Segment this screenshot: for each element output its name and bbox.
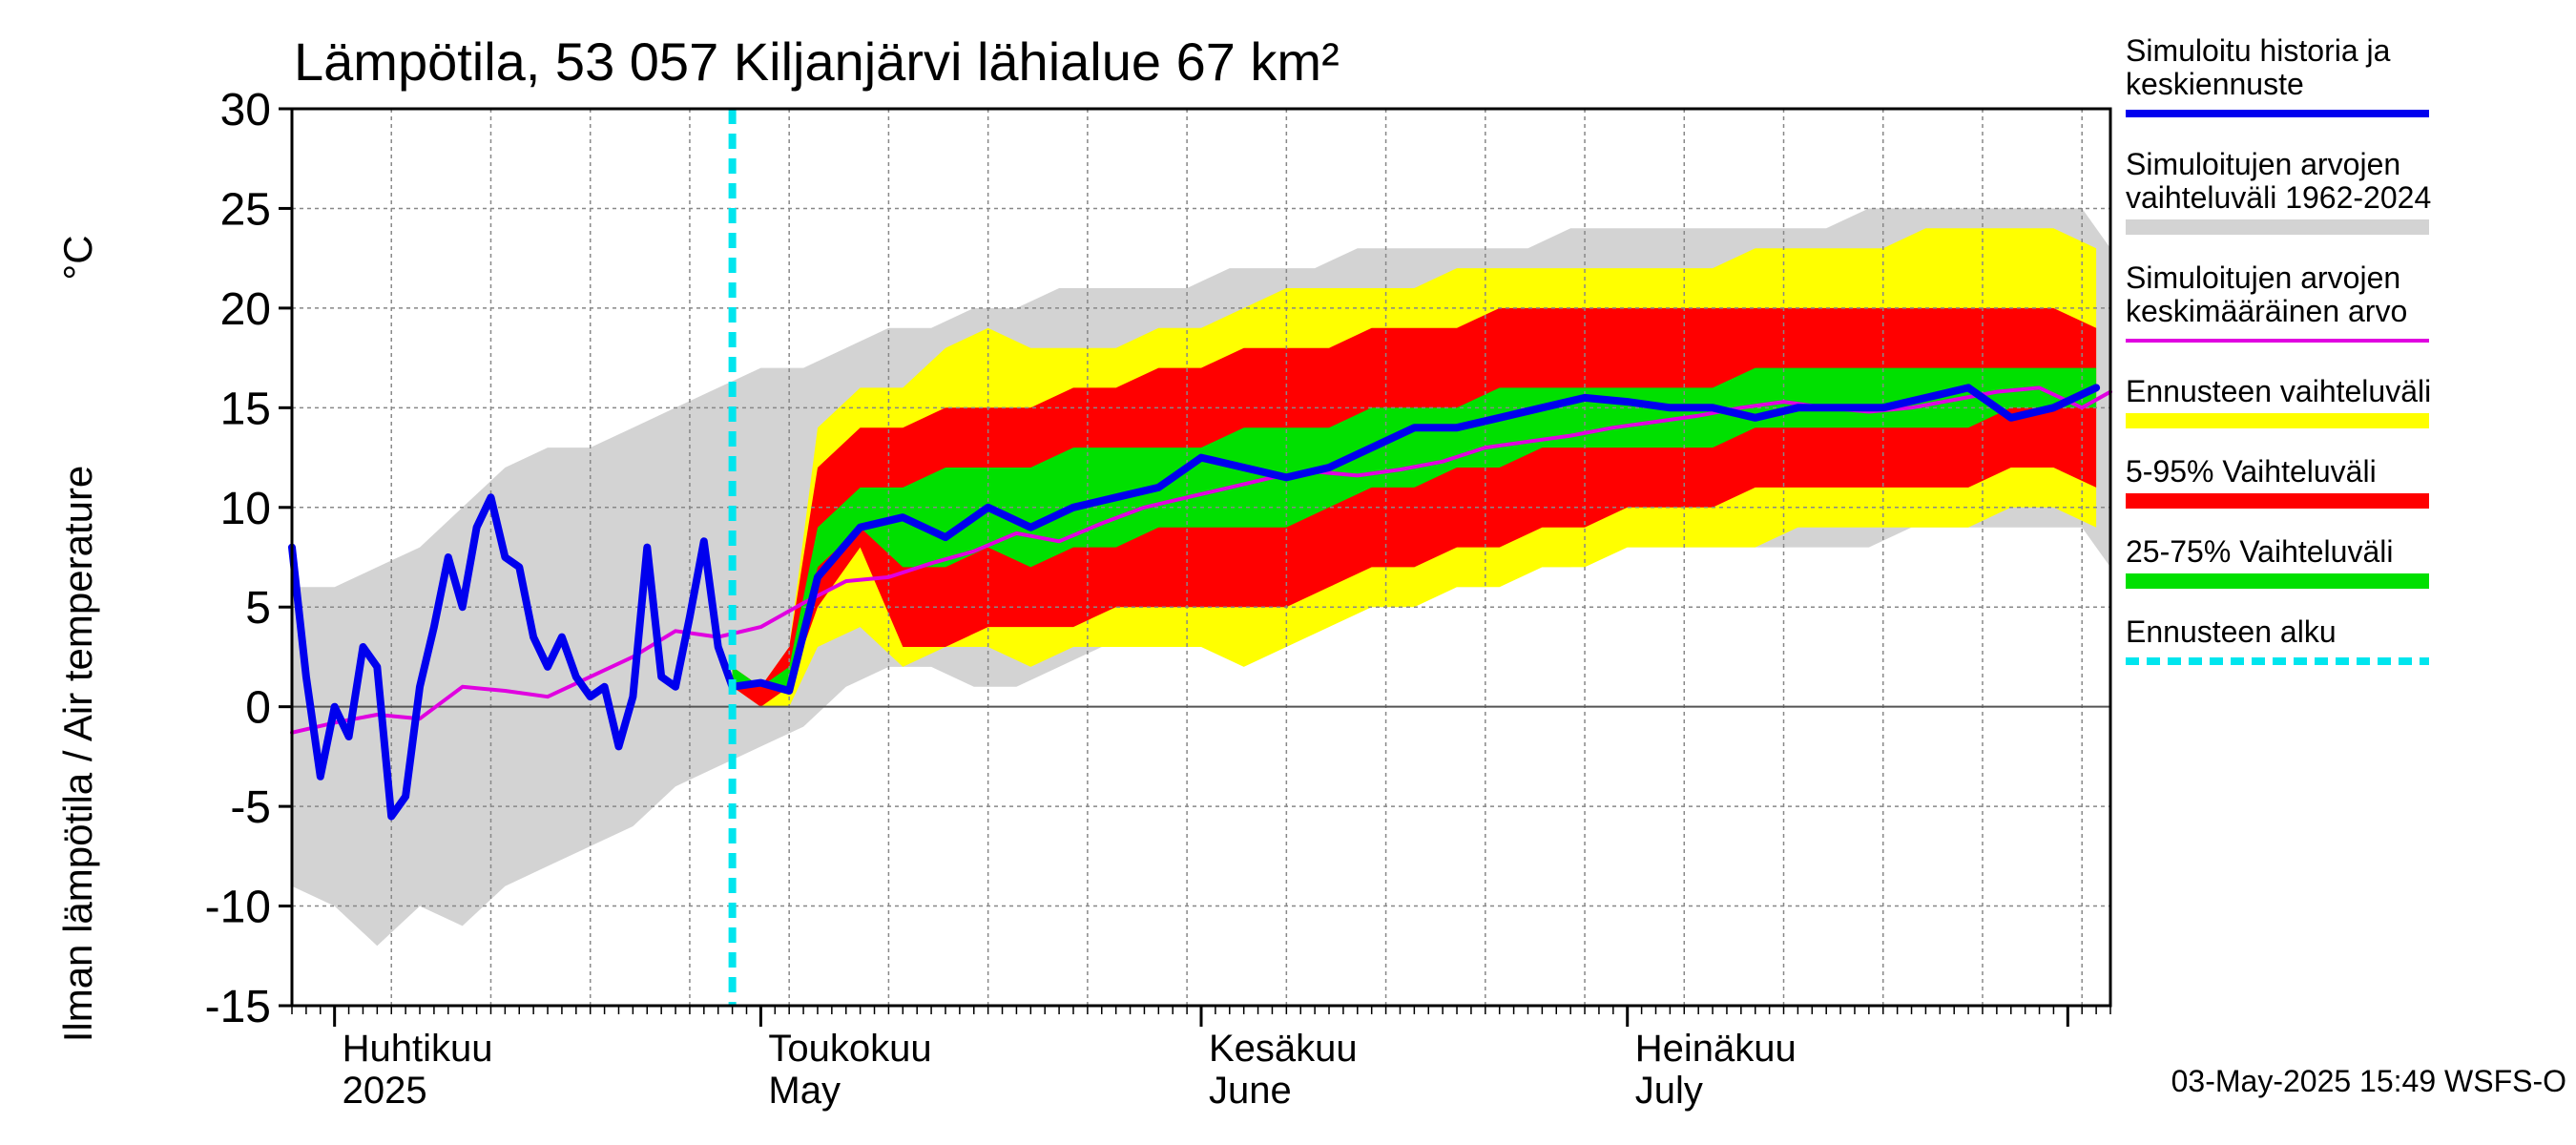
y-tick-label: -5: [230, 782, 271, 833]
x-month-label-secondary: June: [1209, 1070, 1292, 1112]
legend-label: vaihteluväli 1962-2024: [2126, 180, 2431, 215]
legend-label: keskimääräinen arvo: [2126, 294, 2407, 328]
legend-swatch: [2126, 573, 2429, 589]
plot-area: -15-10-5051015202530Huhtikuu2025Toukokuu…: [205, 85, 2112, 1112]
y-tick-label: -15: [205, 982, 271, 1032]
legend-label: Simuloitujen arvojen: [2126, 260, 2400, 295]
legend-label: Ennusteen vaihteluväli: [2126, 374, 2431, 408]
simulated-history-forecast-line: [288, 384, 2101, 821]
x-month-label-secondary: May: [768, 1070, 841, 1112]
legend-label: 5-95% Vaihteluväli: [2126, 454, 2377, 489]
x-month-label: Toukokuu: [768, 1028, 931, 1070]
legend-label: 25-75% Vaihteluväli: [2126, 534, 2393, 569]
y-tick-label: 5: [245, 583, 271, 634]
legend-swatch: [2126, 219, 2429, 235]
legend-label: Simuloitujen arvojen: [2126, 147, 2400, 181]
y-tick-label: 25: [220, 184, 271, 235]
legend-label: Ennusteen alku: [2126, 614, 2337, 649]
y-axis-unit: °C: [55, 235, 100, 280]
legend-swatch: [2126, 493, 2429, 509]
x-month-label: Heinäkuu: [1635, 1028, 1797, 1070]
y-tick-label: 0: [245, 683, 271, 734]
legend-label: keskiennuste: [2126, 67, 2304, 101]
footer-timestamp: 03-May-2025 15:49 WSFS-O: [2171, 1064, 2566, 1098]
legend-swatch: [2126, 413, 2429, 428]
y-tick-label: -10: [205, 883, 271, 933]
y-tick-label: 20: [220, 284, 271, 335]
grid-lines: [292, 109, 2110, 1006]
legend-label: Simuloitu historia ja: [2126, 33, 2391, 68]
chart-title: Lämpötila, 53 057 Kiljanjärvi lähialue 6…: [294, 31, 1340, 92]
x-month-label: Huhtikuu: [343, 1028, 493, 1070]
x-month-label: Kesäkuu: [1209, 1028, 1358, 1070]
forecast-25-75-band: [732, 367, 2097, 687]
x-month-label-secondary: July: [1635, 1070, 1703, 1112]
y-axis-label: Ilman lämpötila / Air temperature: [55, 466, 100, 1043]
x-month-label-secondary: 2025: [343, 1070, 427, 1112]
y-tick-label: 10: [220, 484, 271, 534]
y-tick-label: 15: [220, 384, 271, 434]
y-tick-label: 30: [220, 85, 271, 135]
